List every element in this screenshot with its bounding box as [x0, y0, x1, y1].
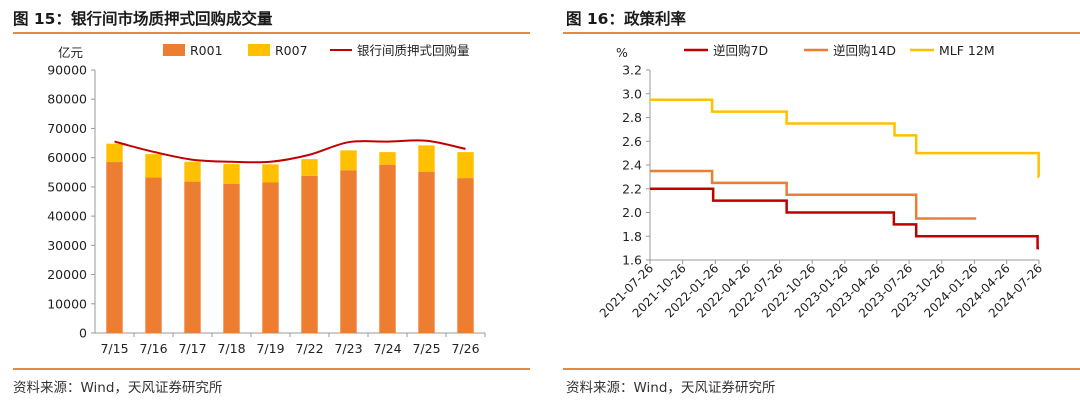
- right-bottom-rule: [563, 368, 1080, 370]
- y-tick-label: 1.8: [622, 229, 642, 244]
- bar-r007: [145, 154, 162, 178]
- x-tick-label: 7/17: [178, 341, 206, 356]
- bar-r007: [457, 152, 474, 179]
- left-figure: 图 15：银行间市场质押式回购成交量 亿元 0 10000 20000 30000 400…: [0, 0, 530, 401]
- bar-r007: [223, 164, 240, 184]
- bar-r001: [301, 175, 318, 333]
- bar-r007: [418, 145, 435, 172]
- y-unit-label: %: [616, 45, 628, 60]
- bar-r007: [301, 159, 318, 176]
- legend-r007-swatch: [248, 44, 270, 56]
- bar-r007: [184, 161, 201, 182]
- y-tick-label: 50000: [47, 179, 87, 194]
- x-tick-label: 7/19: [256, 341, 284, 356]
- x-tick-label: 7/18: [217, 341, 245, 356]
- bar-r007: [379, 152, 396, 165]
- bar-r001: [145, 177, 162, 333]
- y-tick-label: 1.6: [622, 253, 642, 268]
- y-tick-label: 60000: [47, 150, 87, 165]
- right-top-rule: [563, 32, 1080, 34]
- policy-rate-chart: %1.61.82.02.22.42.62.83.03.22021-07-2620…: [597, 43, 1045, 320]
- legend-mlf-12m-label: MLF 12M: [939, 43, 995, 58]
- bar-r001: [418, 171, 435, 333]
- right-source-note: 资料来源：Wind，天风证券研究所: [566, 380, 776, 396]
- x-tick-label: 7/16: [139, 341, 167, 356]
- y-tick-label: 2.0: [622, 205, 642, 220]
- left-bottom-rule: [13, 368, 530, 370]
- bar-r001: [457, 178, 474, 333]
- y-tick-label: 90000: [47, 63, 87, 78]
- bar-r001: [184, 181, 201, 333]
- bar-r001: [106, 162, 123, 333]
- x-tick-label: 7/23: [334, 341, 362, 356]
- y-tick-label: 2.6: [622, 134, 642, 149]
- series-line-mlf-12m: [650, 98, 1040, 179]
- series-line-reverse-repo-7d: [650, 187, 1039, 250]
- x-tick-label: 7/26: [451, 341, 479, 356]
- y-tick-label: 10000: [47, 296, 87, 311]
- series-line-reverse-repo-14d: [650, 169, 977, 220]
- series-line-total-volume: [114, 139, 466, 164]
- legend-r007-label: R007: [275, 43, 308, 58]
- legend-reverse-repo-14d-label: 逆回购14D: [833, 43, 896, 58]
- y-tick-label: 20000: [47, 267, 87, 282]
- right-figure: 图 16：政策利率 % 1.6 1.8 2.0 2.2 2.4 2.6 2.8 3.0 3.2 20…: [553, 0, 1080, 401]
- y-tick-label: 2.8: [622, 110, 642, 125]
- y-tick-label: 2.4: [622, 158, 642, 173]
- y-tick-label: 2.2: [622, 181, 642, 196]
- y-tick-label: 30000: [47, 238, 87, 253]
- bar-r001: [223, 183, 240, 333]
- x-tick-label: 7/25: [412, 341, 440, 356]
- left-figure-title: 图 15：银行间市场质押式回购成交量: [13, 10, 273, 28]
- y-tick-label: 40000: [47, 209, 87, 224]
- legend-r001-label: R001: [190, 43, 223, 58]
- y-tick-label: 3.0: [622, 86, 642, 101]
- bar-r001: [379, 164, 396, 333]
- right-figure-title: 图 16：政策利率: [566, 10, 686, 28]
- left-top-rule: [13, 32, 530, 34]
- bar-r007: [340, 150, 357, 171]
- x-tick-label: 7/15: [100, 341, 128, 356]
- x-tick-label: 7/22: [295, 341, 323, 356]
- left-source-note: 资料来源：Wind，天风证券研究所: [13, 380, 223, 396]
- legend-reverse-repo-7d-label: 逆回购7D: [713, 43, 768, 58]
- y-tick-label: 70000: [47, 121, 87, 136]
- y-tick-label: 80000: [47, 92, 87, 107]
- bar-r001: [262, 182, 279, 333]
- bar-r007: [106, 143, 123, 163]
- y-tick-label: 3.2: [622, 63, 642, 78]
- y-unit-label: 亿元: [58, 45, 83, 60]
- x-tick-label: 7/24: [373, 341, 401, 356]
- bar-r001: [340, 170, 357, 333]
- y-tick-label: 0: [79, 326, 87, 341]
- legend-total-volume-label: 银行间质押式回购量: [357, 43, 470, 58]
- repo-volume-chart: 亿元 0 10000 20000 30000 40000 50000 60000 70000 80…: [47, 43, 486, 356]
- legend-r001-swatch: [163, 44, 185, 56]
- bar-r007: [262, 164, 279, 183]
